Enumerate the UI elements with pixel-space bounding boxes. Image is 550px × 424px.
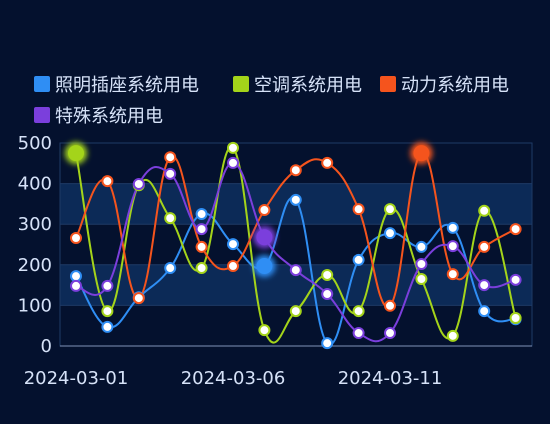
data-point	[352, 203, 365, 216]
data-point	[446, 221, 459, 234]
data-point	[227, 141, 239, 154]
data-point	[321, 268, 334, 281]
data-point	[164, 151, 177, 164]
legend-label: 特殊系统用电	[55, 106, 163, 127]
data-point	[478, 279, 491, 292]
data-point	[321, 337, 334, 350]
data-point-highlight	[256, 258, 273, 275]
data-point	[258, 324, 271, 337]
data-point	[227, 238, 239, 251]
data-point	[164, 262, 177, 275]
data-point	[352, 305, 365, 318]
data-point-highlight	[413, 145, 430, 162]
data-point	[195, 262, 208, 275]
data-point	[415, 257, 428, 270]
data-point	[509, 311, 522, 324]
x-tick-label: 2024-03-11	[338, 368, 443, 389]
y-tick-label: 100	[18, 295, 52, 316]
data-point	[195, 208, 208, 221]
series-line	[75, 196, 516, 346]
y-tick-label: 300	[18, 214, 52, 235]
y-tick-label: 400	[18, 174, 52, 195]
data-point	[289, 305, 302, 318]
y-tick-label: 200	[18, 255, 52, 276]
data-point	[289, 193, 302, 206]
data-point	[101, 320, 114, 333]
data-point	[132, 292, 145, 305]
data-point	[509, 273, 522, 286]
data-point	[164, 212, 177, 225]
data-point-highlight	[256, 229, 273, 246]
data-point	[384, 299, 396, 312]
legend-swatch	[34, 107, 50, 123]
data-point	[384, 227, 396, 240]
data-point	[195, 223, 208, 236]
data-point	[446, 268, 459, 281]
data-point	[132, 178, 145, 191]
data-point	[70, 270, 82, 283]
data-point	[164, 167, 177, 180]
data-point-highlight	[68, 145, 84, 162]
x-tick-label: 2024-03-01	[24, 368, 129, 389]
data-point	[195, 240, 208, 253]
x-tick-label: 2024-03-06	[181, 368, 286, 389]
data-point	[446, 240, 459, 253]
y-tick-label: 0	[41, 336, 52, 357]
data-point	[101, 279, 114, 292]
y-tick-label: 500	[18, 133, 52, 154]
data-point	[321, 288, 334, 301]
legend-swatch	[233, 76, 249, 92]
data-point	[289, 264, 302, 277]
data-point	[478, 305, 491, 318]
data-point	[478, 240, 491, 253]
data-point	[70, 279, 82, 292]
data-point	[289, 164, 302, 177]
legend-label: 动力系统用电	[401, 75, 509, 96]
data-point	[384, 327, 396, 340]
data-point	[101, 175, 114, 188]
data-point	[446, 329, 459, 342]
data-point	[101, 305, 114, 318]
data-point	[321, 156, 334, 169]
data-point	[478, 204, 491, 217]
data-point	[509, 223, 522, 236]
data-point	[384, 203, 396, 216]
data-point	[258, 203, 271, 216]
data-point	[415, 273, 428, 286]
data-point	[70, 232, 82, 245]
legend-swatch	[34, 76, 50, 92]
data-point	[352, 327, 365, 340]
series-line	[75, 161, 516, 343]
legend-label: 照明插座系统用电	[55, 75, 199, 96]
data-point	[227, 260, 239, 273]
data-point	[415, 240, 428, 253]
data-point	[352, 253, 365, 266]
data-point	[227, 156, 239, 169]
legend-label: 空调系统用电	[254, 75, 362, 96]
legend-swatch	[380, 76, 396, 92]
